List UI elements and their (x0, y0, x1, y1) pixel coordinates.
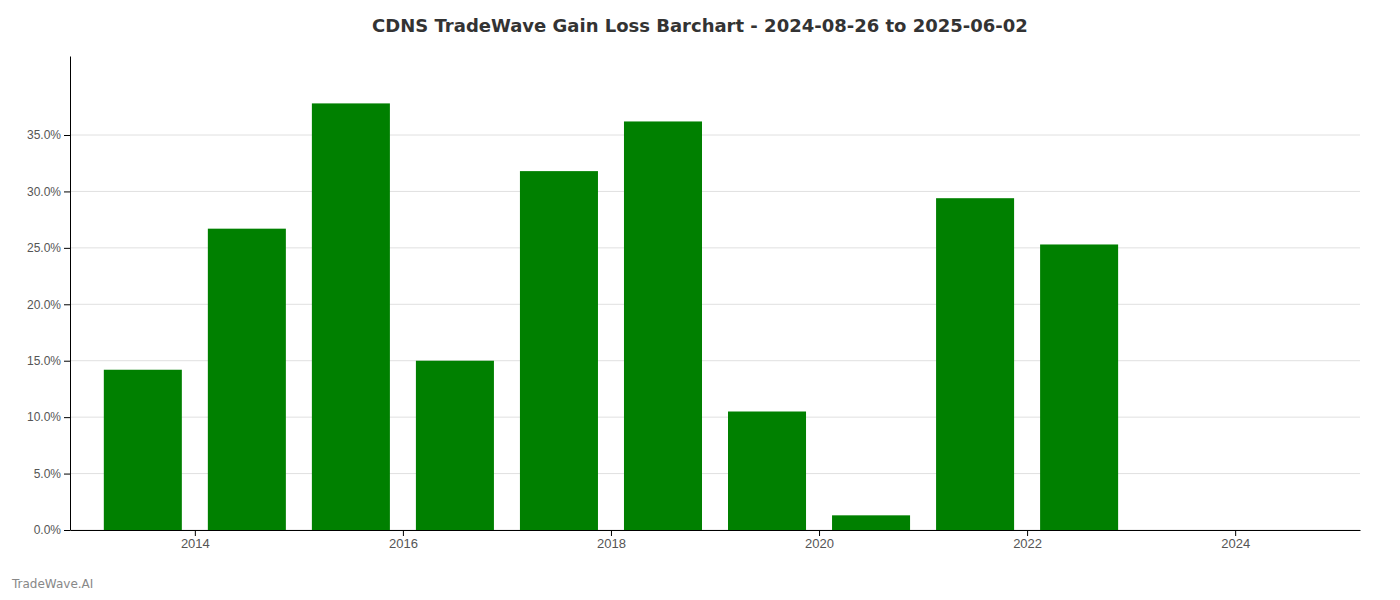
x-tick-mark (403, 530, 404, 536)
plot: 2014 2016 2018 2020 2022 2024 0.0% 5.0% 10.0% 15.… (27, 57, 1361, 552)
x-tick-mark (819, 530, 820, 536)
bar (104, 370, 182, 530)
x-tick-mark (195, 530, 196, 536)
y-axis-line (70, 57, 71, 531)
y-tick-label: 20.0% (27, 298, 61, 312)
y-tick: 35.0% (27, 128, 70, 142)
grid (70, 135, 1360, 530)
bar (624, 121, 702, 530)
x-axis: 2014 2016 2018 2020 2022 2024 (71, 530, 1361, 551)
x-tick-mark (611, 530, 612, 536)
bars (104, 103, 1118, 530)
title: CDNS TradeWave Gain Loss Barchart - 2024… (372, 15, 1028, 36)
y-tick-label: 5.0% (34, 467, 62, 481)
x-tick-mark (1235, 530, 1236, 536)
bar (1040, 244, 1118, 530)
y-tick-label: 30.0% (27, 185, 61, 199)
x-tick-label: 2018 (597, 536, 626, 551)
y-tick-mark (64, 304, 70, 305)
y-axis: 0.0% 5.0% 10.0% 15.0% 20.0% 25.0% 30.0% 35.0% (27, 57, 71, 538)
x-tick-label: 2014 (181, 536, 210, 551)
y-tick: 25.0% (27, 241, 70, 255)
x-tick: 2016 (389, 530, 418, 551)
y-tick-label: 10.0% (27, 410, 61, 424)
y-tick: 10.0% (27, 410, 70, 424)
y-tick-mark (64, 417, 70, 418)
y-tick-label: 35.0% (27, 128, 61, 142)
y-tick-mark (64, 530, 70, 531)
y-tick: 0.0% (34, 523, 70, 537)
y-tick: 5.0% (34, 467, 70, 481)
y-tick-mark (64, 361, 70, 362)
x-tick: 2022 (1013, 530, 1042, 551)
bar (312, 103, 390, 530)
x-tick: 2014 (181, 530, 210, 551)
x-axis-line (71, 530, 1361, 531)
bar (208, 229, 286, 530)
y-tick-label: 15.0% (27, 354, 61, 368)
bar (832, 515, 910, 530)
y-tick-label: 25.0% (27, 241, 61, 255)
x-tick-label: 2024 (1221, 536, 1250, 551)
y-tick-mark (64, 135, 70, 136)
bar (936, 198, 1014, 530)
y-tick-mark (64, 474, 70, 475)
y-tick-mark (64, 248, 70, 249)
watermark: TradeWave.AI (11, 577, 93, 591)
x-tick: 2020 (805, 530, 834, 551)
y-tick: 20.0% (27, 298, 70, 312)
grid-line (70, 135, 1360, 136)
y-tick-label: 0.0% (34, 523, 62, 537)
bar (728, 412, 806, 531)
x-tick-mark (1027, 530, 1028, 536)
grid-line (70, 191, 1360, 192)
x-tick-label: 2022 (1013, 536, 1042, 551)
x-tick-label: 2016 (389, 536, 418, 551)
chart: 2014 2016 2018 2020 2022 2024 0.0% 5.0% 10.0% 15.… (0, 0, 1400, 600)
x-tick: 2018 (597, 530, 626, 551)
x-tick: 2024 (1221, 530, 1250, 551)
y-tick-mark (64, 191, 70, 192)
x-tick-label: 2020 (805, 536, 834, 551)
bar (416, 361, 494, 530)
y-tick: 30.0% (27, 185, 70, 199)
bar (520, 171, 598, 530)
y-tick: 15.0% (27, 354, 70, 368)
